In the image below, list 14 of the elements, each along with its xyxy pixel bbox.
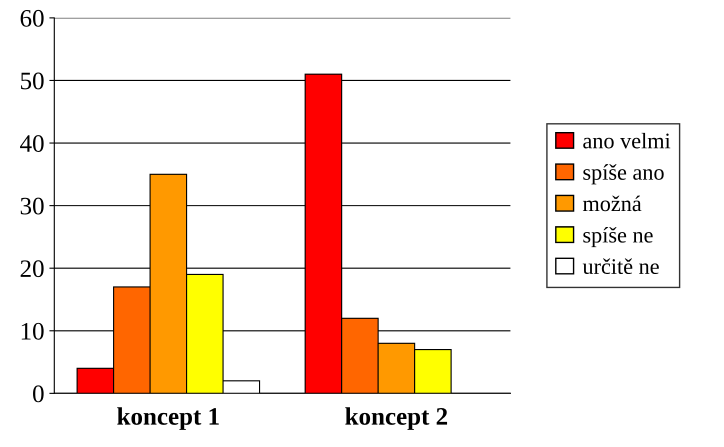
y-tick-label: 50 [21,72,44,90]
legend-label: spíše ano [583,164,664,184]
y-tick-label: 20 [20,260,44,278]
y-tick-label: 40 [20,135,44,152]
y-tick-label: 60 [20,10,44,27]
legend-label: možná [582,196,642,212]
legend-label: určitě ne [582,258,659,274]
y-tick-label: 10 [22,322,44,340]
y-tick-label: 30 [20,198,44,215]
legend-label: ano velmi [583,132,670,148]
y-tick-label: 0 [33,385,44,402]
x-tick-label: koncept 2 [345,407,448,430]
legend-label: spíše ne [583,226,653,248]
x-tick-label: koncept 1 [117,407,219,430]
